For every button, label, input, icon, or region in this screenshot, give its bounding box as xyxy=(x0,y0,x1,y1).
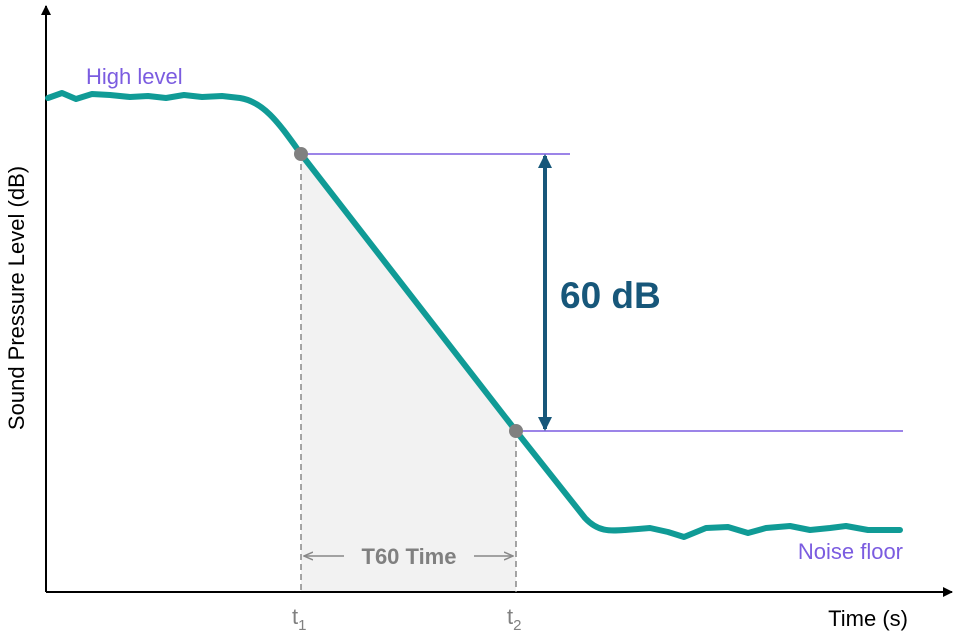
t2-sub: 2 xyxy=(513,617,521,634)
t1-sub: 1 xyxy=(298,617,306,634)
interval-label: T60 Time xyxy=(362,544,457,569)
t2-point xyxy=(509,424,523,438)
decay-label: 60 dB xyxy=(560,275,661,316)
t2-label: t2 xyxy=(507,604,521,634)
t60-area xyxy=(301,154,516,592)
t1-point xyxy=(294,147,308,161)
y-axis-label: Sound Pressure Level (dB) xyxy=(4,166,29,430)
noise-floor-label: Noise floor xyxy=(798,539,903,564)
t1-label: t1 xyxy=(292,604,306,634)
t2-base: t xyxy=(507,604,513,629)
high-level-label: High level xyxy=(86,64,183,89)
t1-base: t xyxy=(292,604,298,629)
x-axis-label: Time (s) xyxy=(828,606,908,631)
